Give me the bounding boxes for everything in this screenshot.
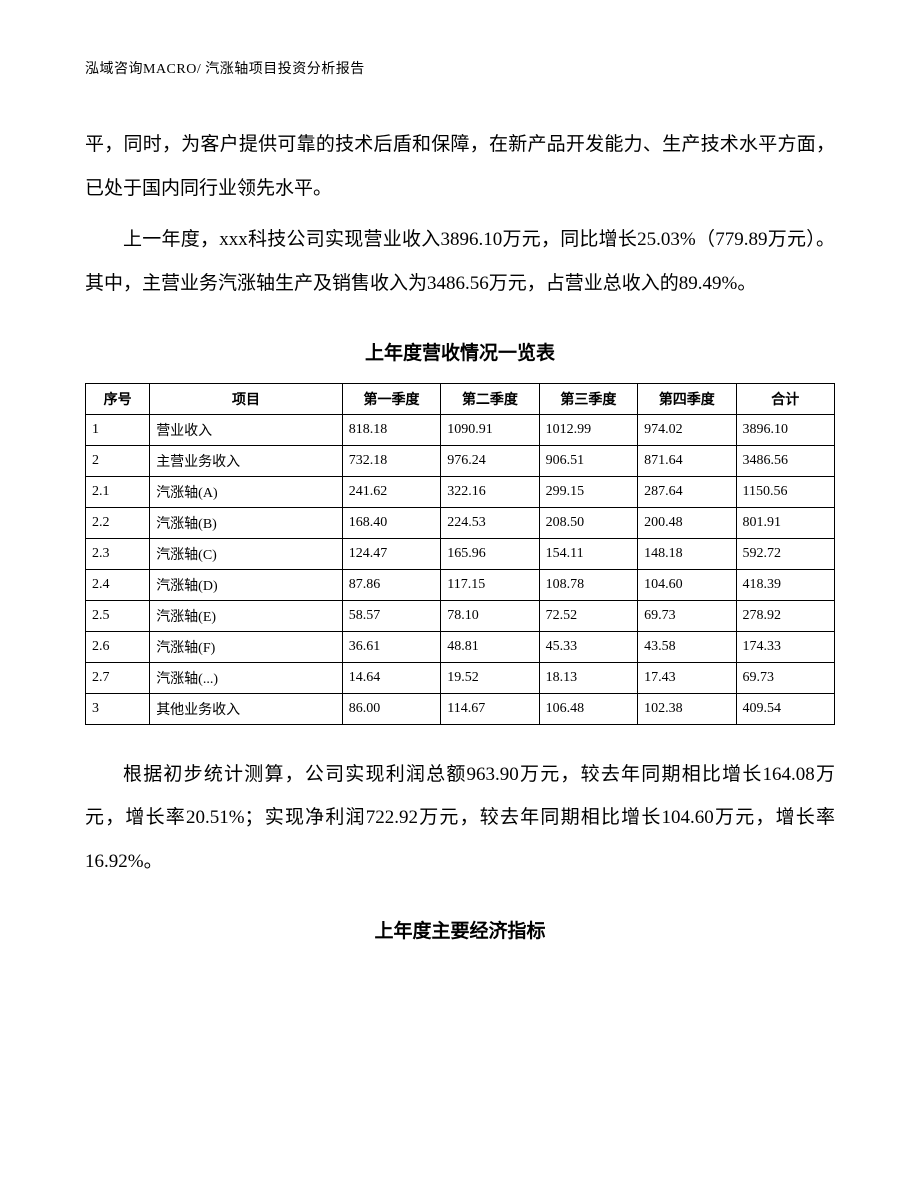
table-cell: 48.81 [441,631,539,662]
table-cell: 43.58 [638,631,736,662]
table-cell: 汽涨轴(F) [150,631,343,662]
table-header-item: 项目 [150,383,343,414]
table-cell: 108.78 [539,569,637,600]
table-row: 2.5 汽涨轴(E) 58.57 78.10 72.52 69.73 278.9… [86,600,835,631]
table-cell: 主营业务收入 [150,445,343,476]
table-cell: 17.43 [638,662,736,693]
table-cell: 208.50 [539,507,637,538]
table-cell: 45.33 [539,631,637,662]
table-cell: 976.24 [441,445,539,476]
section-title: 上年度主要经济指标 [85,916,835,943]
table-body: 1 营业收入 818.18 1090.91 1012.99 974.02 389… [86,414,835,724]
table-cell: 87.86 [342,569,440,600]
table-cell: 871.64 [638,445,736,476]
table-cell: 1150.56 [736,476,834,507]
table-cell: 3486.56 [736,445,834,476]
table-cell: 906.51 [539,445,637,476]
table-cell: 36.61 [342,631,440,662]
table-title: 上年度营收情况一览表 [85,338,835,365]
table-cell: 2.2 [86,507,150,538]
revenue-table: 序号 项目 第一季度 第二季度 第三季度 第四季度 合计 1 营业收入 818.… [85,383,835,725]
table-cell: 801.91 [736,507,834,538]
table-row: 2.2 汽涨轴(B) 168.40 224.53 208.50 200.48 8… [86,507,835,538]
table-cell: 2.5 [86,600,150,631]
table-cell: 224.53 [441,507,539,538]
table-cell: 592.72 [736,538,834,569]
table-cell: 汽涨轴(D) [150,569,343,600]
table-cell: 104.60 [638,569,736,600]
table-cell: 汽涨轴(...) [150,662,343,693]
table-cell: 72.52 [539,600,637,631]
table-cell: 165.96 [441,538,539,569]
table-cell: 2.6 [86,631,150,662]
table-header-total: 合计 [736,383,834,414]
table-row: 2.6 汽涨轴(F) 36.61 48.81 45.33 43.58 174.3… [86,631,835,662]
table-cell: 2.4 [86,569,150,600]
table-cell: 3896.10 [736,414,834,445]
table-cell: 974.02 [638,414,736,445]
table-cell: 117.15 [441,569,539,600]
table-cell: 2.3 [86,538,150,569]
table-row: 2.7 汽涨轴(...) 14.64 19.52 18.13 17.43 69.… [86,662,835,693]
table-cell: 69.73 [638,600,736,631]
table-cell: 3 [86,693,150,724]
table-cell: 168.40 [342,507,440,538]
body-paragraph-2: 上一年度，xxx科技公司实现营业收入3896.10万元，同比增长25.03%（7… [85,218,835,305]
table-cell: 汽涨轴(B) [150,507,343,538]
table-header-seq: 序号 [86,383,150,414]
table-cell: 1 [86,414,150,445]
table-cell: 18.13 [539,662,637,693]
table-row: 2 主营业务收入 732.18 976.24 906.51 871.64 348… [86,445,835,476]
table-cell: 287.64 [638,476,736,507]
table-cell: 154.11 [539,538,637,569]
table-cell: 200.48 [638,507,736,538]
table-header-q1: 第一季度 [342,383,440,414]
table-cell: 汽涨轴(A) [150,476,343,507]
table-cell: 69.73 [736,662,834,693]
table-cell: 818.18 [342,414,440,445]
table-cell: 2 [86,445,150,476]
table-cell: 58.57 [342,600,440,631]
table-header-q4: 第四季度 [638,383,736,414]
table-cell: 124.47 [342,538,440,569]
page-header: 泓域咨询MACRO/ 汽涨轴项目投资分析报告 [85,58,835,78]
table-cell: 1090.91 [441,414,539,445]
table-header-q3: 第三季度 [539,383,637,414]
body-paragraph-1: 平，同时，为客户提供可靠的技术后盾和保障，在新产品开发能力、生产技术水平方面，已… [85,123,835,210]
table-cell: 299.15 [539,476,637,507]
table-cell: 2.7 [86,662,150,693]
table-cell: 1012.99 [539,414,637,445]
table-cell: 174.33 [736,631,834,662]
body-paragraph-3: 根据初步统计测算，公司实现利润总额963.90万元，较去年同期相比增长164.0… [85,753,835,884]
table-row: 2.3 汽涨轴(C) 124.47 165.96 154.11 148.18 5… [86,538,835,569]
table-row: 1 营业收入 818.18 1090.91 1012.99 974.02 389… [86,414,835,445]
table-row: 2.4 汽涨轴(D) 87.86 117.15 108.78 104.60 41… [86,569,835,600]
table-cell: 19.52 [441,662,539,693]
table-cell: 241.62 [342,476,440,507]
table-row: 2.1 汽涨轴(A) 241.62 322.16 299.15 287.64 1… [86,476,835,507]
table-cell: 其他业务收入 [150,693,343,724]
table-cell: 732.18 [342,445,440,476]
table-cell: 汽涨轴(C) [150,538,343,569]
table-header-q2: 第二季度 [441,383,539,414]
table-cell: 14.64 [342,662,440,693]
table-cell: 418.39 [736,569,834,600]
table-header-row: 序号 项目 第一季度 第二季度 第三季度 第四季度 合计 [86,383,835,414]
table-cell: 86.00 [342,693,440,724]
table-cell: 278.92 [736,600,834,631]
table-cell: 102.38 [638,693,736,724]
table-cell: 营业收入 [150,414,343,445]
table-cell: 2.1 [86,476,150,507]
table-row: 3 其他业务收入 86.00 114.67 106.48 102.38 409.… [86,693,835,724]
table-cell: 78.10 [441,600,539,631]
table-cell: 148.18 [638,538,736,569]
table-cell: 409.54 [736,693,834,724]
table-cell: 322.16 [441,476,539,507]
table-cell: 汽涨轴(E) [150,600,343,631]
table-cell: 106.48 [539,693,637,724]
table-cell: 114.67 [441,693,539,724]
